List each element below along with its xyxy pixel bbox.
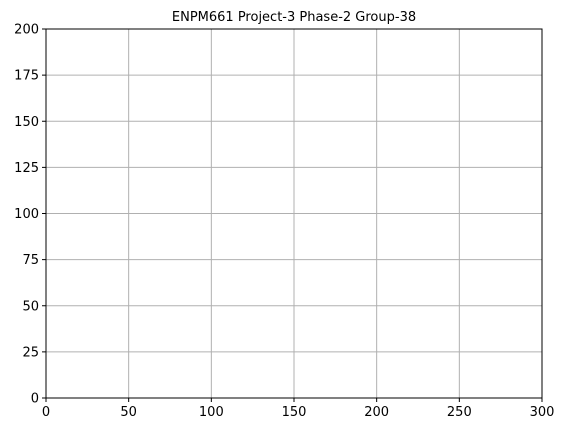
x-tick-label: 250 bbox=[447, 405, 472, 420]
y-tick-label: 0 bbox=[31, 392, 39, 407]
y-tick-label: 100 bbox=[14, 207, 39, 222]
x-tick-label: 100 bbox=[199, 405, 224, 420]
y-tick-label: 75 bbox=[22, 253, 39, 268]
tick-layer: 0 50 100 150 200 250 300 0 25 50 75 100 125 150 175 200 bbox=[14, 23, 554, 421]
y-tick-label: 125 bbox=[14, 161, 39, 176]
y-tick-label: 150 bbox=[14, 115, 39, 130]
x-tick-label: 200 bbox=[364, 405, 389, 420]
x-tick-label: 150 bbox=[282, 405, 307, 420]
x-tick-label: 0 bbox=[42, 405, 50, 420]
grid-layer bbox=[45, 28, 543, 399]
y-tick-label: 50 bbox=[22, 299, 39, 314]
y-tick-label: 200 bbox=[14, 23, 39, 38]
x-tick-label: 50 bbox=[120, 405, 137, 420]
y-tick-label: 25 bbox=[22, 345, 39, 360]
chart-title: ENPM661 Project-3 Phase-2 Group-38 bbox=[172, 10, 416, 25]
x-tick-label: 300 bbox=[530, 405, 555, 420]
y-tick-label: 175 bbox=[14, 69, 39, 84]
